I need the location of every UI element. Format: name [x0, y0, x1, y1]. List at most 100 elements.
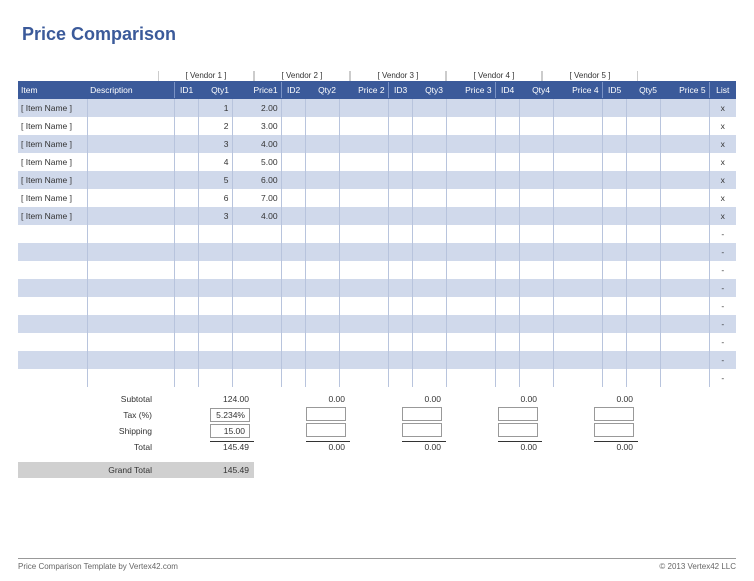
- cell[interactable]: [281, 135, 306, 153]
- cell[interactable]: [339, 153, 388, 171]
- cell[interactable]: [281, 333, 306, 351]
- cell[interactable]: [174, 225, 199, 243]
- cell[interactable]: [553, 153, 602, 171]
- cell[interactable]: [495, 351, 520, 369]
- cell[interactable]: [87, 99, 174, 117]
- cell[interactable]: [413, 171, 446, 189]
- cell[interactable]: [174, 351, 199, 369]
- cell[interactable]: [306, 171, 339, 189]
- cell[interactable]: [495, 171, 520, 189]
- cell[interactable]: [18, 333, 87, 351]
- cell[interactable]: [660, 99, 709, 117]
- cell[interactable]: [339, 207, 388, 225]
- cell[interactable]: [339, 369, 388, 387]
- cell[interactable]: [602, 225, 627, 243]
- cell[interactable]: [339, 333, 388, 351]
- cell[interactable]: [495, 243, 520, 261]
- cell[interactable]: [306, 117, 339, 135]
- cell[interactable]: [ Item Name ]: [18, 171, 87, 189]
- cell[interactable]: [199, 333, 232, 351]
- cell[interactable]: [281, 189, 306, 207]
- cell[interactable]: [520, 297, 553, 315]
- cell[interactable]: [627, 99, 660, 117]
- cell[interactable]: -: [709, 297, 736, 315]
- cell[interactable]: [495, 99, 520, 117]
- cell[interactable]: [388, 297, 413, 315]
- cell[interactable]: 5.00: [232, 153, 281, 171]
- cell[interactable]: [660, 207, 709, 225]
- cell[interactable]: [627, 351, 660, 369]
- cell[interactable]: -: [709, 333, 736, 351]
- cell[interactable]: 4.00: [232, 207, 281, 225]
- cell[interactable]: 7.00: [232, 189, 281, 207]
- cell[interactable]: [602, 351, 627, 369]
- cell[interactable]: [281, 279, 306, 297]
- cell[interactable]: [18, 225, 87, 243]
- cell[interactable]: [388, 333, 413, 351]
- cell[interactable]: [87, 261, 174, 279]
- cell[interactable]: [174, 99, 199, 117]
- cell[interactable]: [553, 99, 602, 117]
- cell[interactable]: [495, 261, 520, 279]
- cell[interactable]: [174, 135, 199, 153]
- cell[interactable]: [602, 99, 627, 117]
- cell[interactable]: -: [709, 243, 736, 261]
- cell[interactable]: [627, 279, 660, 297]
- cell[interactable]: [174, 369, 199, 387]
- cell[interactable]: [413, 207, 446, 225]
- cell[interactable]: [660, 369, 709, 387]
- cell[interactable]: [446, 333, 495, 351]
- cell[interactable]: [413, 117, 446, 135]
- cell[interactable]: [602, 135, 627, 153]
- cell[interactable]: [339, 351, 388, 369]
- cell[interactable]: 1: [199, 99, 232, 117]
- cell[interactable]: [660, 351, 709, 369]
- cell[interactable]: [199, 369, 232, 387]
- cell[interactable]: [553, 369, 602, 387]
- cell[interactable]: [199, 351, 232, 369]
- cell[interactable]: [388, 99, 413, 117]
- cell[interactable]: [520, 171, 553, 189]
- cell[interactable]: [627, 243, 660, 261]
- cell[interactable]: [553, 225, 602, 243]
- cell[interactable]: [306, 135, 339, 153]
- cell[interactable]: [ Item Name ]: [18, 135, 87, 153]
- cell[interactable]: [87, 135, 174, 153]
- cell[interactable]: [232, 369, 281, 387]
- cell[interactable]: [87, 153, 174, 171]
- cell[interactable]: [553, 297, 602, 315]
- cell[interactable]: [306, 333, 339, 351]
- cell[interactable]: [388, 153, 413, 171]
- cell[interactable]: [602, 153, 627, 171]
- cell[interactable]: [232, 243, 281, 261]
- cell[interactable]: [87, 279, 174, 297]
- cell[interactable]: [413, 351, 446, 369]
- cell[interactable]: 2: [199, 117, 232, 135]
- cell[interactable]: [520, 117, 553, 135]
- cell[interactable]: [602, 279, 627, 297]
- cell[interactable]: [660, 135, 709, 153]
- cell[interactable]: [ Item Name ]: [18, 99, 87, 117]
- cell[interactable]: [446, 279, 495, 297]
- cell[interactable]: [627, 207, 660, 225]
- cell[interactable]: [174, 117, 199, 135]
- cell[interactable]: [174, 333, 199, 351]
- cell[interactable]: [553, 315, 602, 333]
- cell[interactable]: [174, 243, 199, 261]
- cell[interactable]: [627, 225, 660, 243]
- cell[interactable]: [413, 135, 446, 153]
- cell[interactable]: [388, 225, 413, 243]
- cell[interactable]: [339, 189, 388, 207]
- cell[interactable]: [602, 333, 627, 351]
- cell[interactable]: [281, 261, 306, 279]
- cell[interactable]: [ Item Name ]: [18, 189, 87, 207]
- cell[interactable]: [660, 117, 709, 135]
- cell[interactable]: [388, 207, 413, 225]
- cell[interactable]: [174, 207, 199, 225]
- cell[interactable]: [627, 117, 660, 135]
- cell[interactable]: [306, 189, 339, 207]
- cell[interactable]: [87, 207, 174, 225]
- cell[interactable]: [232, 297, 281, 315]
- cell[interactable]: [281, 315, 306, 333]
- cell[interactable]: [339, 225, 388, 243]
